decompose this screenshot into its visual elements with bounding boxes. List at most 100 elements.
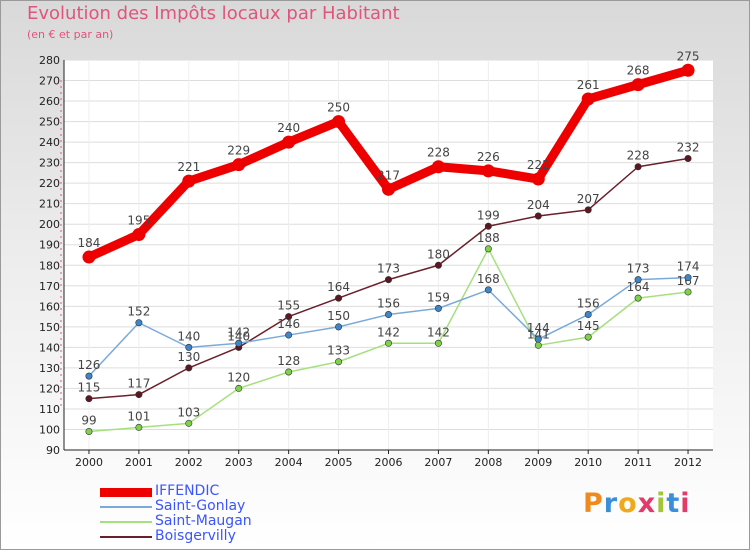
data-point-saint-gonlay	[434, 304, 442, 312]
x-tick-label: 2009	[524, 456, 552, 469]
data-point-iffendic	[282, 135, 296, 149]
y-tick-label: 220	[39, 177, 60, 190]
data-label-saint-gonlay: 152	[127, 305, 150, 319]
data-point-saint-gonlay	[185, 343, 193, 351]
y-tick-label: 260	[39, 95, 60, 108]
data-label-saint-gonlay: 174	[677, 260, 700, 274]
x-tick-label: 2005	[325, 456, 353, 469]
data-point-saint-maugan	[285, 368, 293, 376]
data-label-boisgervilly: 232	[677, 141, 700, 155]
data-label-iffendic: 240	[277, 121, 300, 135]
y-tick-label: 270	[39, 75, 60, 88]
y-tick-label: 210	[39, 198, 60, 211]
chart-subtitle: (en € et par an)	[27, 28, 114, 41]
legend-label: Saint-Gonlay	[155, 498, 246, 514]
data-point-saint-maugan	[185, 419, 193, 427]
y-tick-label: 190	[39, 239, 60, 252]
data-point-saint-gonlay	[634, 276, 642, 284]
data-label-saint-gonlay: 156	[377, 297, 400, 311]
data-label-saint-gonlay: 126	[78, 358, 101, 372]
data-label-iffendic: 221	[177, 160, 200, 174]
data-point-saint-gonlay	[584, 311, 592, 319]
data-label-iffendic: 261	[577, 78, 600, 92]
logo-letter: o	[618, 488, 638, 519]
data-label-iffendic: 275	[677, 49, 700, 63]
data-point-iffendic	[332, 115, 346, 129]
data-point-saint-maugan	[335, 358, 343, 366]
data-label-saint-gonlay: 159	[427, 290, 450, 304]
data-point-boisgervilly	[185, 364, 193, 372]
data-label-boisgervilly: 204	[527, 198, 550, 212]
data-label-saint-maugan: 188	[477, 231, 500, 245]
y-tick-label: 140	[39, 341, 60, 354]
data-point-saint-gonlay	[484, 286, 492, 294]
logo-letter: x	[637, 488, 657, 519]
data-label-boisgervilly: 117	[127, 377, 150, 391]
data-label-saint-maugan: 142	[377, 325, 400, 339]
data-label-boisgervilly: 130	[177, 350, 200, 364]
data-point-saint-maugan	[235, 384, 243, 392]
logo-letter: i	[656, 488, 667, 519]
data-label-iffendic: 195	[127, 213, 150, 227]
data-point-saint-gonlay	[335, 323, 343, 331]
legend-label: IFFENDIC	[155, 483, 220, 499]
data-point-saint-gonlay	[85, 372, 93, 380]
data-point-iffendic	[132, 227, 146, 241]
data-label-saint-gonlay: 144	[527, 321, 550, 335]
data-label-saint-gonlay: 150	[327, 309, 350, 323]
data-label-saint-maugan: 99	[81, 414, 96, 428]
data-point-iffendic	[431, 160, 445, 174]
legend-item: Saint-Maugan	[100, 513, 300, 529]
data-point-boisgervilly	[584, 206, 592, 214]
data-point-iffendic	[481, 164, 495, 178]
logo-letter: r	[603, 488, 619, 519]
y-tick-label: 240	[39, 136, 60, 149]
legend-label: Saint-Maugan	[155, 513, 252, 529]
data-label-saint-gonlay: 146	[277, 317, 300, 331]
x-tick-label: 2004	[275, 456, 303, 469]
data-label-saint-maugan: 164	[627, 280, 650, 294]
x-tick-label: 2000	[75, 456, 103, 469]
x-tick-label: 2002	[175, 456, 203, 469]
y-tick-label: 120	[39, 382, 60, 395]
data-label-saint-maugan: 141	[527, 327, 550, 341]
data-point-boisgervilly	[434, 261, 442, 269]
data-label-saint-gonlay: 173	[627, 262, 650, 276]
data-label-iffendic: 226	[477, 150, 500, 164]
data-label-saint-maugan: 103	[177, 405, 200, 419]
data-point-boisgervilly	[135, 391, 143, 399]
data-point-saint-maugan	[634, 294, 642, 302]
data-label-boisgervilly: 140	[227, 329, 250, 343]
data-label-boisgervilly: 228	[627, 149, 650, 163]
data-point-saint-maugan	[484, 245, 492, 253]
data-label-saint-maugan: 145	[577, 319, 600, 333]
x-tick-label: 2008	[474, 456, 502, 469]
data-label-iffendic: 229	[227, 144, 250, 158]
x-tick-label: 2011	[624, 456, 652, 469]
data-point-saint-gonlay	[684, 274, 692, 282]
y-tick-label: 110	[39, 403, 60, 416]
data-point-iffendic	[232, 158, 246, 172]
data-label-saint-gonlay: 156	[577, 297, 600, 311]
legend-swatch	[100, 506, 152, 508]
y-tick-label: 150	[39, 321, 60, 334]
x-tick-label: 2003	[225, 456, 253, 469]
y-tick-label: 90	[46, 444, 60, 457]
proxiti-logo: Proxiti	[583, 488, 691, 519]
data-point-boisgervilly	[285, 313, 293, 321]
data-point-saint-maugan	[434, 339, 442, 347]
data-label-boisgervilly: 207	[577, 192, 600, 206]
data-point-iffendic	[531, 172, 545, 186]
data-label-boisgervilly: 164	[327, 280, 350, 294]
data-label-saint-maugan: 133	[327, 344, 350, 358]
data-point-boisgervilly	[534, 212, 542, 220]
data-point-saint-maugan	[534, 341, 542, 349]
chart-title: Evolution des Impôts locaux par Habitant	[27, 3, 400, 24]
data-point-saint-maugan	[384, 339, 392, 347]
data-point-saint-maugan	[135, 423, 143, 431]
data-point-boisgervilly	[484, 222, 492, 230]
data-label-boisgervilly: 155	[277, 299, 300, 313]
data-point-iffendic	[681, 63, 695, 77]
x-tick-label: 2007	[424, 456, 452, 469]
y-tick-label: 230	[39, 157, 60, 170]
